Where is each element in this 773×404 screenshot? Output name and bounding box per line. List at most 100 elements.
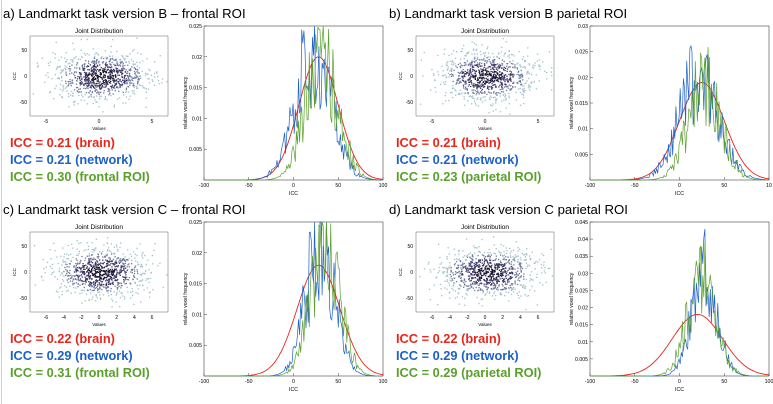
y-tick-label: -50 (20, 100, 27, 106)
scatter-point (504, 259, 506, 261)
scatter-point (464, 297, 466, 299)
scatter-point (62, 70, 64, 72)
scatter-point (112, 87, 114, 89)
scatter-point (128, 69, 130, 71)
scatter-point (469, 275, 471, 277)
scatter-point (87, 269, 90, 271)
scatter-point (450, 271, 452, 273)
scatter-point (92, 102, 94, 105)
scatter-point (491, 87, 494, 89)
scatter-point (468, 74, 471, 76)
scatter-point (93, 96, 95, 98)
scatter-point (134, 76, 136, 78)
scatter-point (504, 77, 506, 79)
scatter-point (485, 285, 487, 287)
scatter-point (449, 70, 451, 72)
scatter-point (125, 278, 127, 280)
scatter-point (486, 62, 488, 64)
scatter-point (510, 277, 513, 279)
scatter-point (496, 67, 498, 69)
scatter-point (470, 283, 472, 285)
scatter-point (516, 67, 518, 69)
scatter-point (501, 64, 503, 67)
scatter-point (117, 283, 119, 285)
scatter-point (506, 70, 508, 72)
scatter-point (508, 73, 510, 75)
scatter-point (449, 291, 451, 293)
scatter-point (495, 86, 497, 88)
scatter-point (93, 80, 95, 82)
scatter-point (102, 76, 104, 78)
scatter-point (83, 69, 85, 71)
scatter-point (98, 276, 100, 278)
scatter-point (498, 284, 500, 286)
scatter-point (512, 73, 514, 75)
scatter-point (105, 277, 107, 279)
scatter-point (500, 73, 502, 75)
scatter-point (111, 55, 114, 57)
scatter-point (95, 70, 98, 72)
scatter-point (83, 266, 85, 268)
scatter-point (500, 292, 502, 294)
scatter-point (474, 283, 476, 285)
scatter-point (501, 288, 504, 290)
scatter-point (45, 266, 47, 268)
scatter-point (133, 90, 135, 92)
scatter-point (458, 271, 460, 273)
scatter-point (113, 86, 115, 88)
scatter-point (509, 75, 511, 77)
scatter-point (103, 267, 105, 269)
scatter-point (482, 265, 484, 267)
scatter-point (139, 75, 141, 77)
scatter-point (122, 64, 124, 66)
scatter-point (498, 77, 500, 80)
scatter-point (90, 70, 92, 73)
scatter-point (106, 254, 108, 257)
scatter-point (91, 82, 93, 84)
scatter-point (145, 91, 147, 93)
scatter-point (94, 90, 96, 92)
scatter-point (490, 68, 492, 70)
scatter-point (455, 261, 458, 263)
scatter-point (517, 62, 519, 64)
scatter-point (91, 278, 93, 280)
scatter-point (482, 290, 484, 292)
scatter-point (110, 70, 112, 72)
scatter-point (126, 75, 128, 77)
x-tick-label: 100 (765, 379, 773, 385)
scatter-point (535, 276, 538, 278)
scatter-point (91, 285, 93, 287)
scatter-point (456, 66, 458, 69)
scatter-point (460, 271, 462, 273)
scatter-point (113, 263, 115, 265)
scatter-point (494, 71, 496, 73)
scatter-point (502, 91, 504, 93)
scatter-point (133, 83, 135, 85)
scatter-point (494, 80, 496, 82)
scatter-point (98, 85, 100, 87)
scatter-point (498, 52, 500, 54)
scatter-point (95, 247, 97, 249)
scatter-point (531, 278, 533, 281)
scatter-point (474, 289, 476, 292)
scatter-point (502, 272, 504, 274)
scatter-point (486, 47, 488, 50)
scatter-point (136, 278, 138, 280)
scatter-point (89, 283, 91, 285)
scatter-point (107, 261, 109, 263)
scatter-point (503, 55, 505, 57)
scatter-point (108, 295, 110, 297)
scatter-point (440, 288, 442, 290)
scatter-point (472, 74, 474, 77)
scatter-point (72, 247, 74, 249)
scatter-point (490, 96, 492, 99)
scatter-point (56, 67, 58, 69)
scatter-point (506, 78, 508, 80)
scatter-point (507, 80, 509, 83)
scatter-point (68, 81, 70, 83)
scatter-point (488, 255, 490, 258)
scatter-point (486, 277, 488, 280)
scatter-point (141, 279, 144, 281)
scatter-point (58, 271, 60, 273)
scatter-point (448, 99, 450, 102)
